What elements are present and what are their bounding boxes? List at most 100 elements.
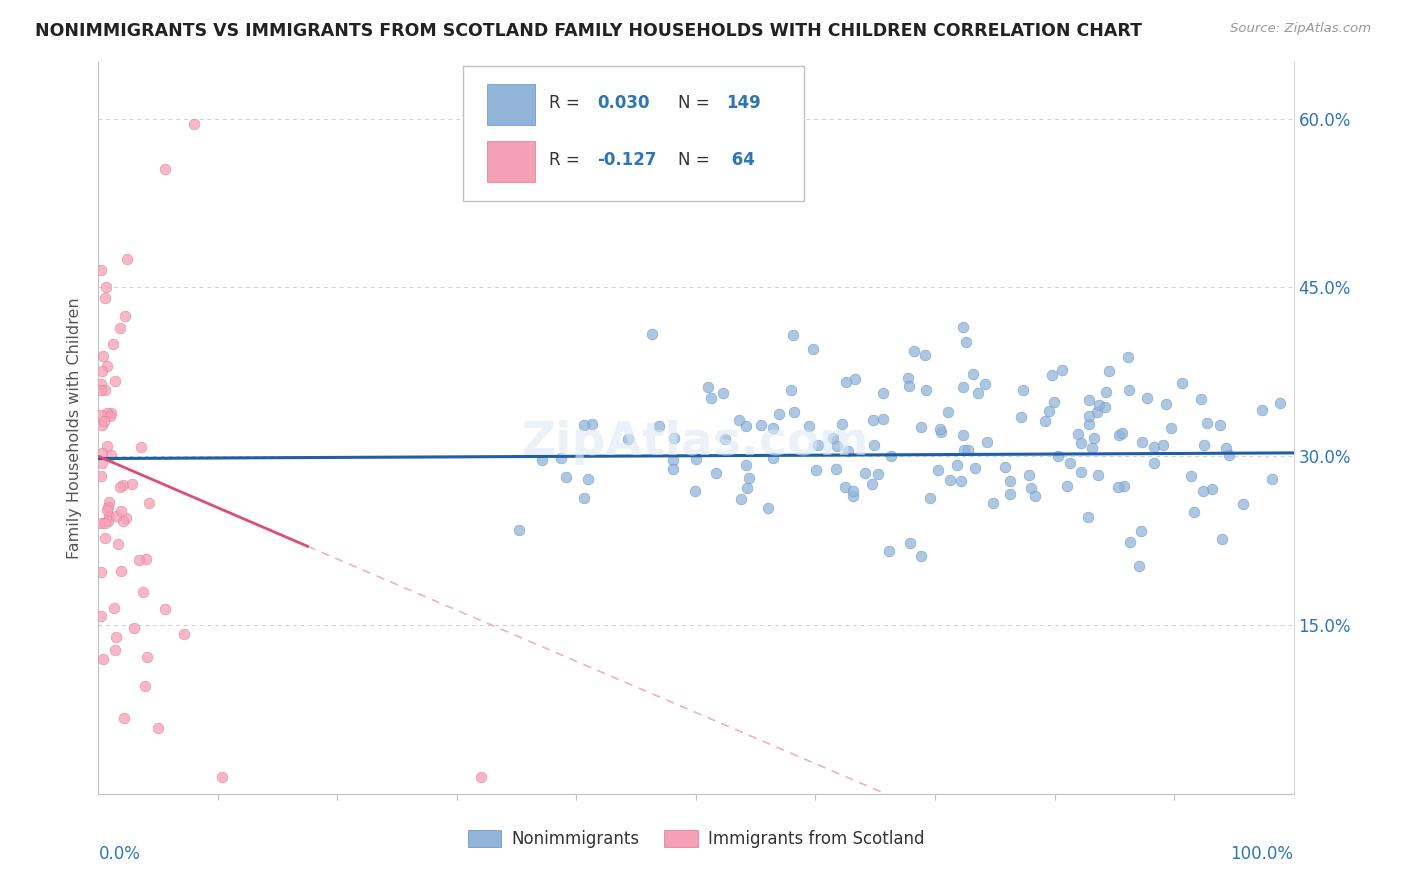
Point <box>1215 441 1237 455</box>
Point <box>173 627 195 641</box>
Point <box>910 420 932 434</box>
Point <box>936 405 959 419</box>
Point <box>704 467 727 481</box>
Point <box>1268 396 1291 410</box>
Point <box>94 280 117 294</box>
Bar <box>486 142 534 182</box>
Point <box>903 344 925 359</box>
Point <box>730 492 752 507</box>
Point <box>1118 350 1140 364</box>
Point <box>1111 425 1133 440</box>
Point <box>1160 421 1182 435</box>
Point <box>929 422 952 436</box>
Point <box>104 508 127 523</box>
Point <box>1128 559 1150 574</box>
Point <box>1047 449 1070 463</box>
Point <box>914 348 936 362</box>
Point <box>1067 427 1090 442</box>
Point <box>1098 364 1121 378</box>
Point <box>927 463 949 477</box>
Text: 100.0%: 100.0% <box>1230 845 1294 863</box>
Point <box>768 407 790 421</box>
Point <box>1010 409 1032 424</box>
Point <box>761 421 783 435</box>
Point <box>880 449 903 463</box>
Point <box>1143 456 1166 470</box>
Point <box>531 453 554 467</box>
Point <box>111 478 134 492</box>
Point <box>1000 475 1022 489</box>
Point <box>1088 398 1111 412</box>
Point <box>862 413 884 427</box>
Point <box>581 417 603 431</box>
Point <box>735 419 758 434</box>
Point <box>153 602 176 616</box>
Point <box>1142 440 1164 454</box>
Point <box>1211 533 1233 547</box>
Point <box>108 480 131 494</box>
Point <box>844 372 866 386</box>
Point <box>728 413 751 427</box>
Point <box>735 458 758 472</box>
Point <box>1218 448 1240 462</box>
Point <box>914 383 936 397</box>
Point <box>1192 484 1215 499</box>
Point <box>554 470 576 484</box>
Point <box>122 621 145 635</box>
Point <box>779 384 801 398</box>
Point <box>1077 509 1099 524</box>
Point <box>103 336 125 351</box>
Text: ZipAtlas.com: ZipAtlas.com <box>522 420 870 466</box>
Point <box>662 453 685 467</box>
Point <box>1078 417 1101 432</box>
Point <box>138 496 160 510</box>
Point <box>696 380 718 394</box>
Point <box>758 500 780 515</box>
Point <box>963 461 986 475</box>
Point <box>1050 363 1073 377</box>
Point <box>751 418 773 433</box>
Point <box>90 377 112 392</box>
Point <box>1018 468 1040 483</box>
Point <box>700 392 723 406</box>
Point <box>94 291 117 305</box>
Point <box>1136 392 1159 406</box>
Point <box>1012 384 1035 398</box>
Point <box>955 335 977 350</box>
Point <box>920 491 942 505</box>
Point <box>1056 479 1078 493</box>
Point <box>952 427 974 442</box>
Point <box>96 406 118 420</box>
Point <box>1070 465 1092 479</box>
Point <box>842 484 865 499</box>
Point <box>863 438 886 452</box>
Point <box>1251 403 1274 417</box>
Point <box>1043 394 1066 409</box>
Point <box>1189 392 1212 407</box>
Point <box>877 544 900 558</box>
Point <box>783 405 806 419</box>
Point <box>1201 482 1223 496</box>
Point <box>952 319 974 334</box>
Point <box>804 462 827 476</box>
Point <box>762 451 785 466</box>
Point <box>96 503 118 517</box>
Point <box>1087 468 1109 483</box>
Point <box>835 375 858 389</box>
Point <box>98 409 121 423</box>
Point <box>738 471 761 485</box>
Point <box>898 536 921 550</box>
Text: NONIMMIGRANTS VS IMMIGRANTS FROM SCOTLAND FAMILY HOUSEHOLDS WITH CHILDREN CORREL: NONIMMIGRANTS VS IMMIGRANTS FROM SCOTLAN… <box>35 22 1142 40</box>
Text: R =: R = <box>548 94 585 112</box>
Point <box>508 523 530 537</box>
Text: 149: 149 <box>725 94 761 112</box>
Point <box>550 451 572 466</box>
Point <box>685 484 707 499</box>
Point <box>1129 524 1152 538</box>
Point <box>1077 409 1099 424</box>
Point <box>1152 437 1174 451</box>
Point <box>929 425 952 440</box>
Point <box>976 435 998 450</box>
Point <box>945 458 967 472</box>
Point <box>994 459 1017 474</box>
